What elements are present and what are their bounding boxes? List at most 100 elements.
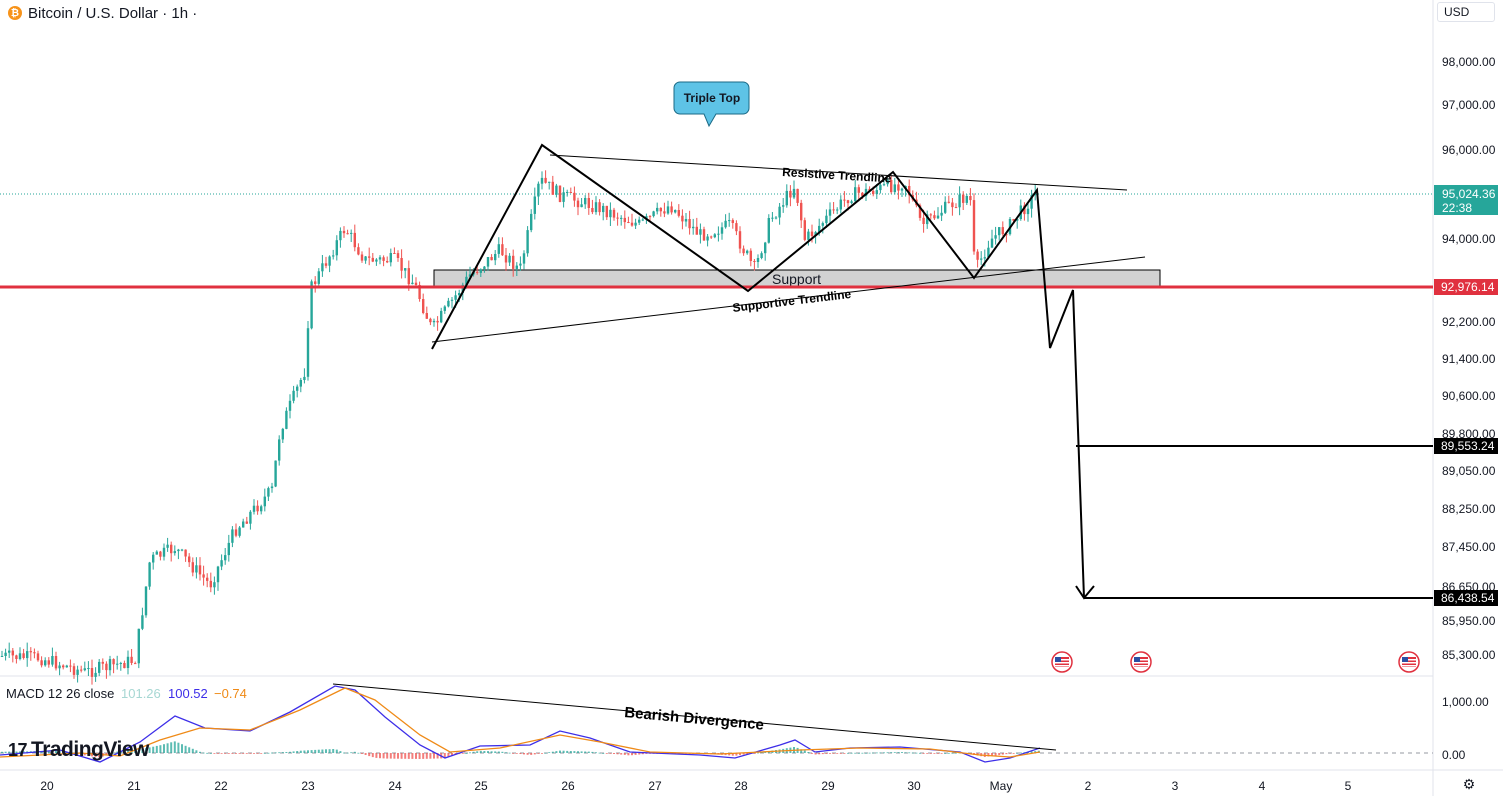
candle-body: [519, 263, 522, 266]
candle-body: [908, 186, 911, 196]
macd-histogram-bar: [94, 753, 97, 757]
macd-histogram-bar: [508, 752, 511, 754]
macd-histogram-bar: [238, 753, 241, 754]
triple-top-callout[interactable]: Triple Top: [673, 81, 750, 128]
candle-body: [1012, 219, 1015, 221]
candle-body: [742, 248, 745, 254]
macd-histogram-bar: [854, 752, 857, 754]
macd-histogram-bar: [609, 753, 612, 754]
candle-body: [760, 253, 763, 258]
candle-body: [47, 660, 50, 665]
settings-icon[interactable]: ⚙: [1462, 776, 1476, 792]
macd-histogram-bar: [220, 753, 223, 754]
macd-legend[interactable]: MACD 12 26 close 101.26 100.52 −0.74: [6, 686, 247, 701]
supportive-trendline[interactable]: [431, 256, 1146, 343]
macd-histogram-bar: [217, 753, 219, 754]
time-tick: 22: [214, 779, 228, 793]
time-tick: 23: [301, 779, 315, 793]
macd-histogram-bar: [368, 753, 371, 757]
candle-body: [576, 200, 580, 208]
macd-histogram-bar: [289, 751, 291, 753]
tradingview-logo[interactable]: 17 TradingView: [8, 738, 149, 762]
macd-histogram-bar: [1019, 752, 1022, 754]
candle-body: [839, 199, 842, 210]
candle-body: [188, 556, 191, 563]
divergence-line[interactable]: [332, 683, 1057, 751]
candle-body: [836, 209, 839, 211]
candle-body: [170, 544, 173, 554]
currency-selector[interactable]: USD: [1437, 2, 1495, 22]
candle-body: [609, 209, 612, 218]
us-flag-icon[interactable]: [1051, 651, 1073, 673]
macd-histogram-bar: [1005, 753, 1008, 755]
macd-histogram-bar: [47, 750, 50, 753]
candle-body: [717, 233, 720, 235]
macd-histogram-bar: [584, 751, 587, 753]
key-level-badge: 92,976.14: [1434, 279, 1498, 295]
macd-histogram-bar: [166, 743, 169, 753]
macd-histogram-bar: [865, 752, 867, 754]
candle-body: [252, 505, 256, 512]
candle-body: [234, 529, 238, 536]
macd-histogram-bar: [447, 753, 450, 757]
candle-body: [987, 247, 990, 258]
candle-body: [414, 282, 418, 285]
candle-body: [346, 233, 349, 235]
macd-histogram-bar: [746, 753, 749, 755]
us-flag-icon[interactable]: [1398, 651, 1420, 673]
macd-histogram-bar: [299, 750, 302, 753]
candle-body: [1030, 195, 1033, 209]
candle-body: [418, 285, 421, 299]
candle-body: [130, 656, 133, 663]
candle-body: [692, 226, 695, 229]
candle-body: [166, 544, 169, 548]
macd-histogram-bar: [371, 753, 374, 758]
candle-body: [177, 549, 180, 552]
resistive-trendline[interactable]: [549, 154, 1128, 191]
candle-body: [364, 256, 367, 261]
candle-body: [159, 551, 162, 557]
candle-body: [202, 574, 205, 578]
candle-body: [476, 271, 479, 273]
candle-body: [386, 261, 389, 263]
time-axis[interactable]: 20 21 22 23 24 25 26 27 28 29 30 May 2 3 4 5: [40, 779, 1351, 793]
macd-histogram-bar: [829, 753, 831, 754]
candle-body: [922, 217, 925, 224]
target-2-badge: 86,438.54: [1434, 590, 1498, 606]
macd-histogram-bar: [573, 751, 576, 753]
macd-histogram-bar: [105, 753, 108, 756]
time-tick: 2: [1085, 779, 1092, 793]
candle-body: [530, 213, 533, 231]
candle-body: [292, 390, 295, 401]
us-flag-icon[interactable]: [1130, 651, 1152, 673]
time-tick: 20: [40, 779, 54, 793]
macd-histogram-bar: [490, 751, 493, 753]
price-axis[interactable]: 98,000.00 97,000.00 96,000.00 94,000.00 92,2…: [1442, 55, 1496, 662]
macd-histogram-bar: [897, 752, 900, 753]
macd-histogram-bar: [451, 753, 453, 756]
candle-body: [195, 565, 198, 573]
macd-histogram-bar: [879, 752, 882, 754]
candle-body: [360, 254, 364, 261]
candle-body: [36, 653, 40, 661]
macd-histogram-bar: [886, 752, 889, 754]
macd-histogram-bar: [191, 748, 194, 753]
macd-histogram-bar: [1001, 753, 1004, 755]
macd-histogram-bar: [940, 753, 943, 754]
candle-body: [594, 202, 598, 213]
candle-body: [746, 250, 749, 254]
macd-histogram-bar: [418, 753, 421, 759]
symbol-header[interactable]: ₿ Bitcoin / U.S. Dollar · 1h ·: [8, 4, 197, 22]
candle-body: [112, 659, 115, 665]
pattern-path[interactable]: [431, 143, 1085, 599]
candle-body: [674, 210, 677, 213]
candle-body: [501, 244, 504, 256]
candle-body: [231, 529, 234, 543]
macd-histogram-bar: [87, 753, 90, 756]
macd-histogram-bar: [361, 753, 363, 754]
candle-body: [429, 318, 432, 323]
tradingview-wordmark: TradingView: [31, 738, 149, 761]
candle-body: [461, 284, 464, 293]
tradingview-mark-icon: 17: [8, 739, 28, 760]
